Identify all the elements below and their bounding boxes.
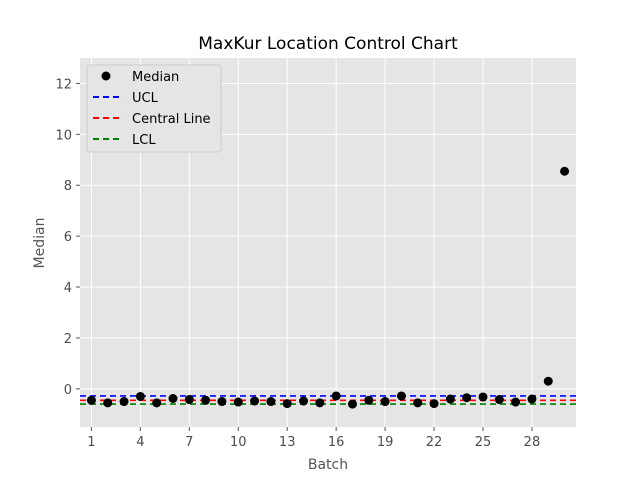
median-point (478, 392, 488, 402)
x-axis-label: Batch (308, 457, 348, 473)
y-tick-label: 12 (55, 77, 72, 92)
median-point (494, 395, 504, 405)
median-point (364, 395, 374, 405)
median-point (347, 399, 357, 409)
median-point (511, 397, 521, 407)
median-point (103, 398, 113, 408)
median-points (86, 166, 570, 409)
median-point (86, 395, 96, 405)
median-point (462, 393, 472, 403)
median-point (217, 397, 227, 407)
x-tick-label: 28 (524, 435, 541, 450)
median-point (445, 394, 455, 404)
median-point (168, 393, 178, 403)
chart-title: MaxKur Location Control Chart (198, 34, 458, 54)
legend-marker-median (101, 71, 111, 81)
y-axis-label: Median (32, 218, 48, 269)
median-point (152, 398, 162, 408)
x-tick-label: 16 (328, 435, 345, 450)
median-point (135, 391, 145, 401)
legend-label-median: Median (132, 70, 179, 85)
median-point (315, 398, 325, 408)
y-tick-label: 10 (55, 128, 72, 143)
median-point (429, 399, 439, 409)
x-tick-label: 10 (230, 435, 247, 450)
median-point (233, 397, 243, 407)
x-axis-ticks: 1 4 7 10 13 16 19 22 25 28 (87, 427, 540, 450)
x-tick-label: 7 (185, 435, 193, 450)
legend-label-ucl: UCL (132, 91, 159, 106)
median-point (119, 397, 129, 407)
median-point (201, 395, 211, 405)
median-point (266, 397, 276, 407)
median-point (413, 398, 423, 408)
y-axis-ticks: 0 2 4 6 8 10 12 (55, 77, 80, 398)
legend-box (86, 64, 222, 153)
x-tick-label: 25 (475, 435, 492, 450)
x-tick-label: 4 (136, 435, 144, 450)
median-point (331, 391, 341, 401)
legend-label-lcl: LCL (132, 133, 156, 148)
y-tick-label: 8 (64, 179, 72, 194)
median-point (380, 397, 390, 407)
median-point (250, 396, 260, 406)
median-point (543, 376, 553, 386)
y-tick-label: 2 (64, 332, 72, 347)
median-point (396, 391, 406, 401)
legend: Median UCL Central Line LCL (86, 64, 222, 153)
median-point (560, 166, 570, 176)
y-tick-label: 6 (64, 230, 72, 245)
y-tick-label: 4 (64, 281, 72, 296)
x-tick-label: 22 (426, 435, 443, 450)
x-tick-label: 1 (87, 435, 95, 450)
median-point (527, 394, 537, 404)
x-tick-label: 19 (377, 435, 394, 450)
median-point (282, 399, 292, 409)
median-point (299, 396, 309, 406)
control-limit-lines (80, 395, 576, 405)
x-tick-label: 13 (279, 435, 296, 450)
legend-label-central-line: Central Line (132, 112, 211, 127)
median-point (184, 395, 194, 405)
y-tick-label: 0 (64, 383, 72, 398)
